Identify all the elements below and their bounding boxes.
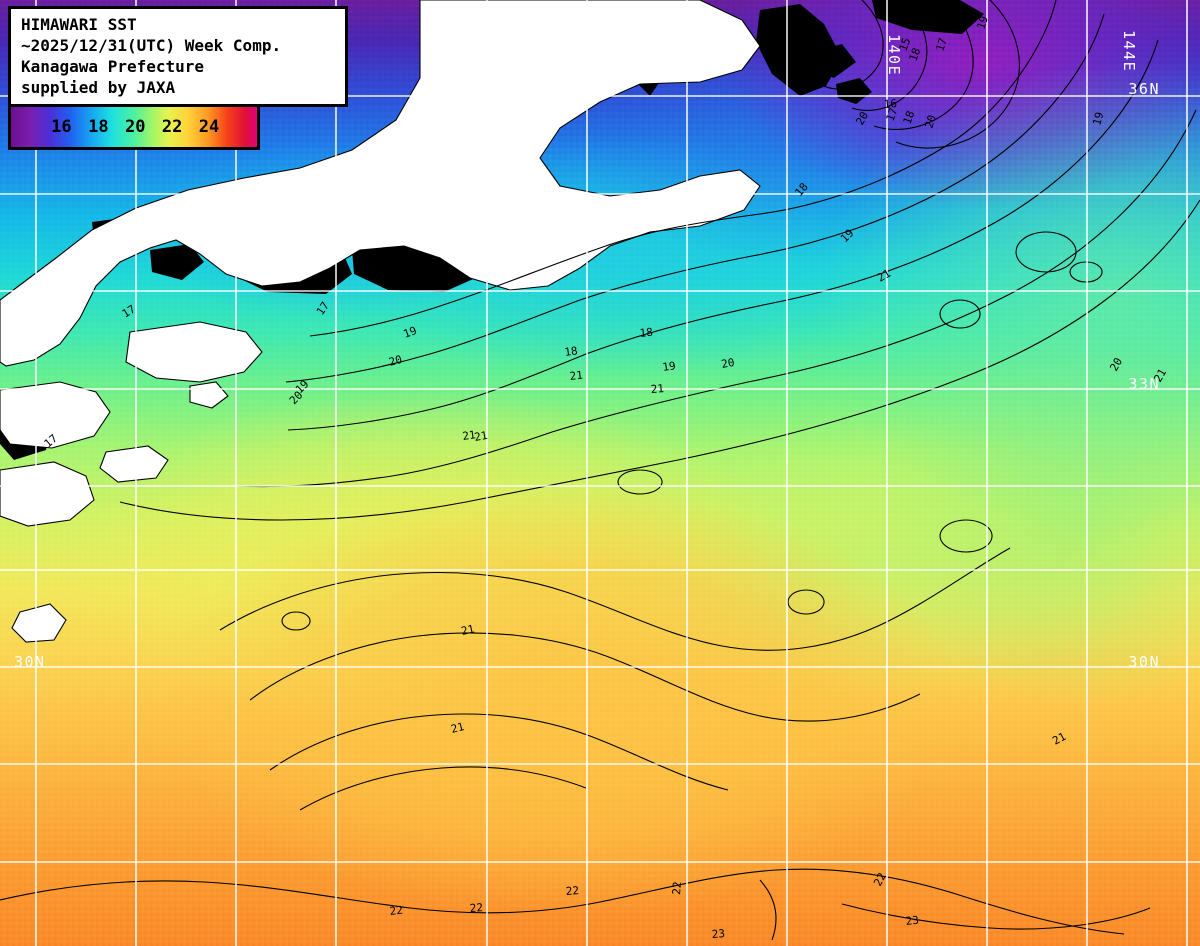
contour-label: 20 — [1107, 356, 1125, 374]
title-line-1: HIMAWARI SST — [21, 15, 137, 34]
lon-label-144e: 144E — [1120, 30, 1138, 72]
contour-label: 17 — [120, 302, 138, 320]
colorbar-tick-20: 20 — [124, 117, 146, 137]
title-line-4: supplied by JAXA — [21, 78, 176, 97]
contour-label: 20 — [853, 110, 871, 128]
contour-label: 19 — [974, 14, 990, 31]
lat-label-30n-left: 30N — [14, 653, 46, 671]
contour-label: 17 — [933, 36, 949, 53]
contour-label: 18 — [792, 180, 810, 199]
contour-label: 19 — [1090, 111, 1106, 127]
contour-label: 19 — [402, 324, 419, 341]
contour-label: 22 — [389, 904, 404, 918]
contour-label: 21 — [462, 428, 477, 443]
sst-colorbar: 16 18 20 22 24 — [8, 104, 260, 150]
lat-label-30n-right: 30N — [1128, 653, 1160, 671]
lat-label-33n-right: 33N — [1128, 375, 1160, 393]
graticule-parallels — [0, 95, 1200, 863]
product-title-box: HIMAWARI SST ~2025/12/31(UTC) Week Comp.… — [8, 6, 348, 107]
contour-label: 23 — [905, 914, 920, 928]
contour-label: 22 — [565, 884, 579, 898]
contour-label: 23 — [711, 927, 725, 941]
contour-label: 20 — [387, 353, 403, 369]
contour-label: 21 — [1151, 367, 1169, 385]
land-mask-layer — [0, 0, 761, 643]
lon-label-136e: 136E — [485, 34, 503, 76]
contour-label: 20 — [922, 113, 938, 130]
contour-label: 21 — [450, 720, 466, 736]
contour-label: 18 — [639, 326, 654, 340]
title-line-3: Kanagawa Prefecture — [21, 57, 205, 76]
contour-label: 21 — [650, 382, 664, 396]
title-line-2: ~2025/12/31(UTC) Week Comp. — [21, 36, 282, 55]
contour-label: 19 — [662, 359, 677, 374]
contour-label: 16 — [883, 97, 897, 111]
contour-label: 21 — [569, 369, 584, 383]
contour-label: 17 — [884, 106, 901, 123]
contour-label: 18 — [901, 109, 918, 126]
contour-label: 21 — [1050, 730, 1068, 748]
colorbar-tick-labels: 16 18 20 22 24 — [11, 107, 257, 147]
contour-label: 15 — [897, 36, 914, 53]
contour-label-layer: 17 17 17 19 20 19 20 21 18 21 18 19 20 2… — [42, 14, 1170, 941]
contour-label: 21 — [473, 429, 488, 444]
contour-label: 22 — [670, 881, 684, 895]
colorbar-tick-22: 22 — [161, 117, 183, 137]
lon-label-140e: 140E — [885, 34, 903, 76]
colorbar-gradient — [11, 107, 257, 147]
colorbar-tick-24: 24 — [198, 117, 220, 137]
contour-label: 18 — [564, 344, 579, 359]
lat-label-36n-right: 36N — [1128, 80, 1160, 98]
contour-label: 21 — [460, 622, 476, 637]
graticule-label-layer: 36N 33N 30N 30N 136E 140E 144E — [14, 30, 1160, 671]
colorbar-tick-16: 16 — [51, 117, 72, 137]
graticule-meridians — [35, 0, 1188, 946]
contour-label: 22 — [871, 871, 889, 889]
contour-label: 17 — [314, 299, 332, 317]
contour-label: 18 — [907, 46, 924, 63]
colorbar-tick-18: 18 — [88, 117, 109, 137]
contour-label: 22 — [469, 901, 483, 915]
contour-label: 20 — [720, 356, 735, 371]
contour-label: 21 — [875, 267, 893, 285]
